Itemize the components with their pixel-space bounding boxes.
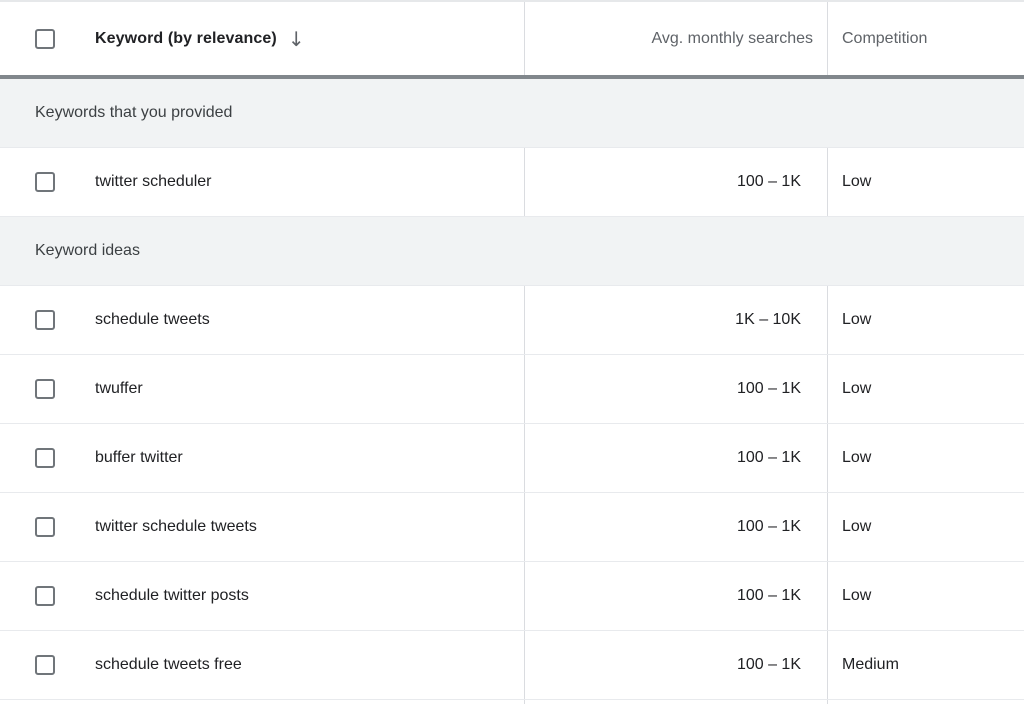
header-keyword-cell: Keyword (by relevance) ↓: [0, 2, 524, 75]
competition-cell: Low: [827, 355, 1024, 423]
row-checkbox[interactable]: [35, 586, 55, 606]
keyword-label: twitter scheduler: [95, 173, 212, 190]
table-row: buffer twitter 100 – 1K Low: [0, 424, 1024, 493]
keyword-cell: twuffer: [0, 355, 524, 423]
row-checkbox[interactable]: [35, 517, 55, 537]
column-header-keyword[interactable]: Keyword (by relevance): [95, 29, 277, 47]
table-row: schedule tweets 1K – 10K Low: [0, 286, 1024, 355]
keyword-label: twitter schedule tweets: [95, 518, 257, 535]
avg-monthly-searches-cell: 100 – 1K: [524, 493, 827, 561]
select-all-checkbox[interactable]: [35, 28, 55, 49]
column-header-competition[interactable]: Competition: [842, 29, 928, 47]
avg-monthly-searches-cell: 100 – 1K: [524, 562, 827, 630]
row-checkbox[interactable]: [35, 379, 55, 399]
competition-cell: Low: [827, 286, 1024, 354]
section-title: Keywords that you provided: [35, 104, 233, 121]
competition-cell: Medium: [827, 631, 1024, 699]
table-row: schedule tweets free 100 – 1K Medium: [0, 631, 1024, 700]
column-header-avg-monthly-searches[interactable]: Avg. monthly searches: [651, 29, 813, 47]
avg-monthly-searches-cell: 100 – 1K: [524, 631, 827, 699]
table-row: twitter schedule tweets 100 – 1K Low: [0, 493, 1024, 562]
row-checkbox[interactable]: [35, 448, 55, 468]
keyword-cell: twitter schedule tweets: [0, 493, 524, 561]
row-checkbox[interactable]: [35, 310, 55, 330]
table-row: schedule twitter posts 100 – 1K Low: [0, 562, 1024, 631]
keyword-cell: schedule tweets: [0, 286, 524, 354]
table-row: twitter scheduler 100 – 1K Low: [0, 148, 1024, 217]
partial-next-row: [0, 700, 1024, 704]
avg-monthly-searches-cell: 1K – 10K: [524, 286, 827, 354]
table-row: twuffer 100 – 1K Low: [0, 355, 1024, 424]
header-competition-cell[interactable]: Competition: [827, 2, 1024, 75]
row-checkbox[interactable]: [35, 655, 55, 675]
row-checkbox[interactable]: [35, 172, 55, 192]
keyword-cell: twitter scheduler: [0, 148, 524, 216]
keyword-label: schedule tweets free: [95, 656, 242, 673]
competition-cell: Low: [827, 493, 1024, 561]
keyword-label: buffer twitter: [95, 449, 183, 466]
table-header-row: Keyword (by relevance) ↓ Avg. monthly se…: [0, 0, 1024, 79]
section-title: Keyword ideas: [35, 242, 140, 259]
header-avg-monthly-searches-cell[interactable]: Avg. monthly searches: [524, 2, 827, 75]
section-header-keyword-ideas: Keyword ideas: [0, 217, 1024, 286]
avg-monthly-searches-cell: 100 – 1K: [524, 148, 827, 216]
keyword-cell: schedule tweets free: [0, 631, 524, 699]
competition-cell: Low: [827, 148, 1024, 216]
keyword-label: schedule twitter posts: [95, 587, 249, 604]
competition-cell: Low: [827, 424, 1024, 492]
keyword-label: twuffer: [95, 380, 143, 397]
sort-descending-arrow-icon[interactable]: ↓: [287, 26, 305, 51]
keyword-cell: buffer twitter: [0, 424, 524, 492]
keyword-cell: schedule twitter posts: [0, 562, 524, 630]
avg-monthly-searches-cell: 100 – 1K: [524, 355, 827, 423]
section-header-keywords-you-provided: Keywords that you provided: [0, 79, 1024, 148]
competition-cell: Low: [827, 562, 1024, 630]
avg-monthly-searches-cell: 100 – 1K: [524, 424, 827, 492]
keyword-label: schedule tweets: [95, 311, 210, 328]
